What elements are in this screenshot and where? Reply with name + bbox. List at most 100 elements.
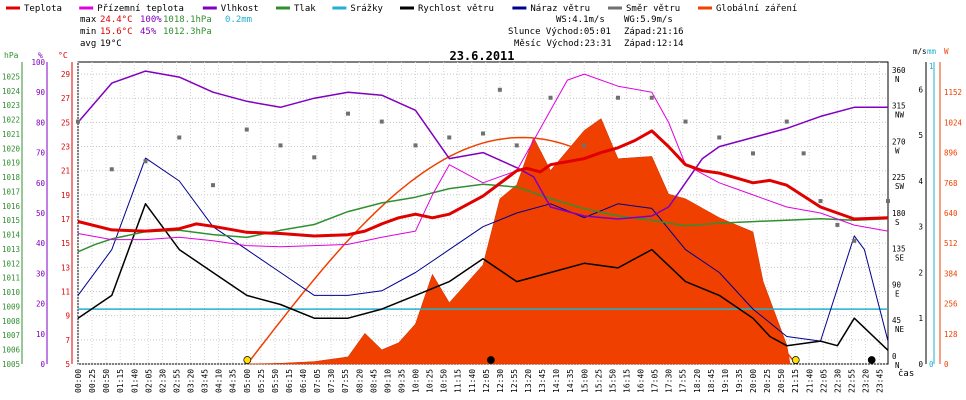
- x-tick-54: 22:30: [833, 369, 842, 393]
- wind-tick-0: 0: [918, 360, 923, 369]
- info-block: WS:4.1m/s WG:5.9m/s Slunce Východ:05:01 …: [508, 15, 684, 49]
- humidity-tick-2: 20: [36, 300, 46, 309]
- rad-tick-9: 1152: [944, 88, 962, 97]
- rad-tick-0: 0: [944, 360, 949, 369]
- temperature-tick-5: 15: [61, 239, 70, 248]
- temperature-tick-6: 17: [61, 215, 70, 224]
- temperature-tick-4: 13: [61, 263, 70, 272]
- dir-tick-8: 360: [892, 66, 906, 75]
- wind-dir-point-24: [818, 199, 823, 204]
- humidity-tick-3: 30: [36, 269, 46, 278]
- x-tick-38: 15:50: [608, 369, 617, 393]
- pressure-tick-12: 1017: [2, 187, 20, 196]
- pressure-tick-3: 1008: [2, 317, 21, 326]
- event-moonrise: [867, 356, 876, 364]
- wind-dir-point-8: [346, 111, 350, 116]
- temperature-tick-10: 25: [61, 118, 70, 127]
- x-tick-45: 18:45: [707, 369, 716, 393]
- humidity-tick-5: 50: [36, 209, 46, 218]
- temperature-unit: °C: [58, 51, 68, 60]
- wind-dir-point-13: [497, 87, 502, 92]
- pressure-unit: hPa: [4, 51, 19, 60]
- legend-label-3: Tlak: [294, 4, 316, 14]
- wind-dir-point-21: [751, 151, 755, 156]
- x-tick-48: 20:00: [749, 369, 758, 393]
- temperature-tick-0: 5: [65, 360, 70, 369]
- x-tick-53: 22:05: [819, 369, 828, 393]
- dir-tick-6: 270: [892, 137, 906, 146]
- legend-label-1: Přízemní teplota: [97, 4, 184, 14]
- humidity-unit: %: [38, 51, 43, 60]
- temperature-line: [77, 129, 889, 238]
- x-tick-50: 20:50: [777, 369, 786, 393]
- x-tick-32: 13:20: [524, 369, 533, 393]
- wind-dir-point-15: [548, 95, 553, 100]
- x-tick-33: 13:45: [538, 369, 547, 393]
- x-tick-16: 06:40: [299, 369, 308, 393]
- x-tick-24: 10:00: [412, 369, 421, 393]
- wind-tick-1: 1: [918, 314, 923, 323]
- stats-min-press: 1012.3hPa: [163, 27, 212, 37]
- x-tick-46: 19:10: [721, 369, 730, 393]
- humidity-tick-4: 40: [36, 239, 46, 248]
- event-sunrise: [243, 356, 252, 364]
- legend-label-8: Globální záření: [716, 4, 797, 14]
- x-tick-26: 10:50: [440, 369, 449, 393]
- dir-label-0: N: [895, 361, 900, 370]
- wind-speed-line: [77, 203, 889, 351]
- event-sunset: [791, 356, 800, 364]
- wind-dir-point-11: [447, 135, 452, 140]
- wind-gust-line: [77, 157, 889, 342]
- pressure-tick-8: 1013: [2, 245, 20, 254]
- rad-unit: W: [944, 47, 949, 56]
- stats-min-temp: 15.6°C: [100, 27, 133, 37]
- dir-label-2: E: [895, 289, 900, 298]
- x-tick-30: 12:30: [496, 369, 505, 393]
- x-tick-49: 20:25: [763, 369, 772, 393]
- x-tick-56: 23:20: [862, 369, 871, 393]
- temperature-tick-2: 9: [65, 312, 70, 321]
- x-tick-4: 01:40: [130, 369, 139, 393]
- wind-dir-point-23: [801, 151, 806, 156]
- dir-label-4: S: [895, 218, 900, 227]
- x-tick-2: 00:50: [102, 369, 111, 393]
- pressure-tick-15: 1020: [2, 144, 21, 153]
- dir-tick-3: 135: [892, 245, 906, 254]
- temperature-tick-9: 23: [61, 143, 70, 152]
- x-tick-9: 03:45: [201, 369, 210, 393]
- dir-tick-5: 225: [892, 173, 906, 182]
- axes-layer: 00:00 00:25 00:50 01:15 01:40 02:05 02:30 02:55…: [2, 47, 963, 393]
- wind-tick-2: 2: [918, 268, 923, 277]
- x-tick-31: 12:55: [510, 369, 519, 393]
- wind-dir-point-19: [683, 119, 688, 124]
- dir-label-5: SW: [895, 182, 905, 191]
- x-tick-11: 04:35: [229, 369, 238, 393]
- pressure-tick-20: 1025: [2, 72, 20, 81]
- pressure-tick-16: 1021: [2, 130, 20, 139]
- info-sun: Slunce Východ:05:01: [508, 27, 611, 37]
- x-tick-5: 02:05: [144, 369, 153, 393]
- x-tick-55: 22:55: [847, 369, 856, 393]
- series-layer: [76, 70, 890, 364]
- stats-block: max 24.4°C 100% 1018.1hPa 0.2mm min 15.6…: [80, 15, 252, 49]
- rad-tick-6: 768: [944, 179, 958, 188]
- legend-label-6: Náraz větru: [530, 4, 590, 14]
- wind-dir-point-25: [835, 222, 840, 227]
- x-tick-29: 12:05: [482, 369, 491, 393]
- x-tick-3: 01:15: [116, 369, 125, 393]
- humidity-line: [77, 70, 888, 220]
- legend-label-2: Vlhkost: [221, 4, 259, 14]
- dir-label-7: NW: [895, 111, 905, 120]
- x-tick-43: 17:55: [679, 369, 688, 393]
- radiation-theory-curve: [246, 136, 795, 365]
- wind-dir-point-7: [312, 155, 317, 160]
- legend: Teplota Přízemní teplota Vlhkost Tlak Srážky…: [6, 4, 797, 14]
- temperature-tick-12: 29: [61, 70, 70, 79]
- pressure-tick-2: 1007: [2, 331, 20, 340]
- temperature-tick-1: 7: [65, 336, 70, 345]
- pressure-line: [77, 183, 889, 253]
- wind-dir-point-27: [886, 199, 890, 204]
- stats-max-hum: 100%: [140, 15, 162, 25]
- wind-dir-point-12: [481, 131, 485, 136]
- pressure-tick-11: 1016: [2, 202, 21, 211]
